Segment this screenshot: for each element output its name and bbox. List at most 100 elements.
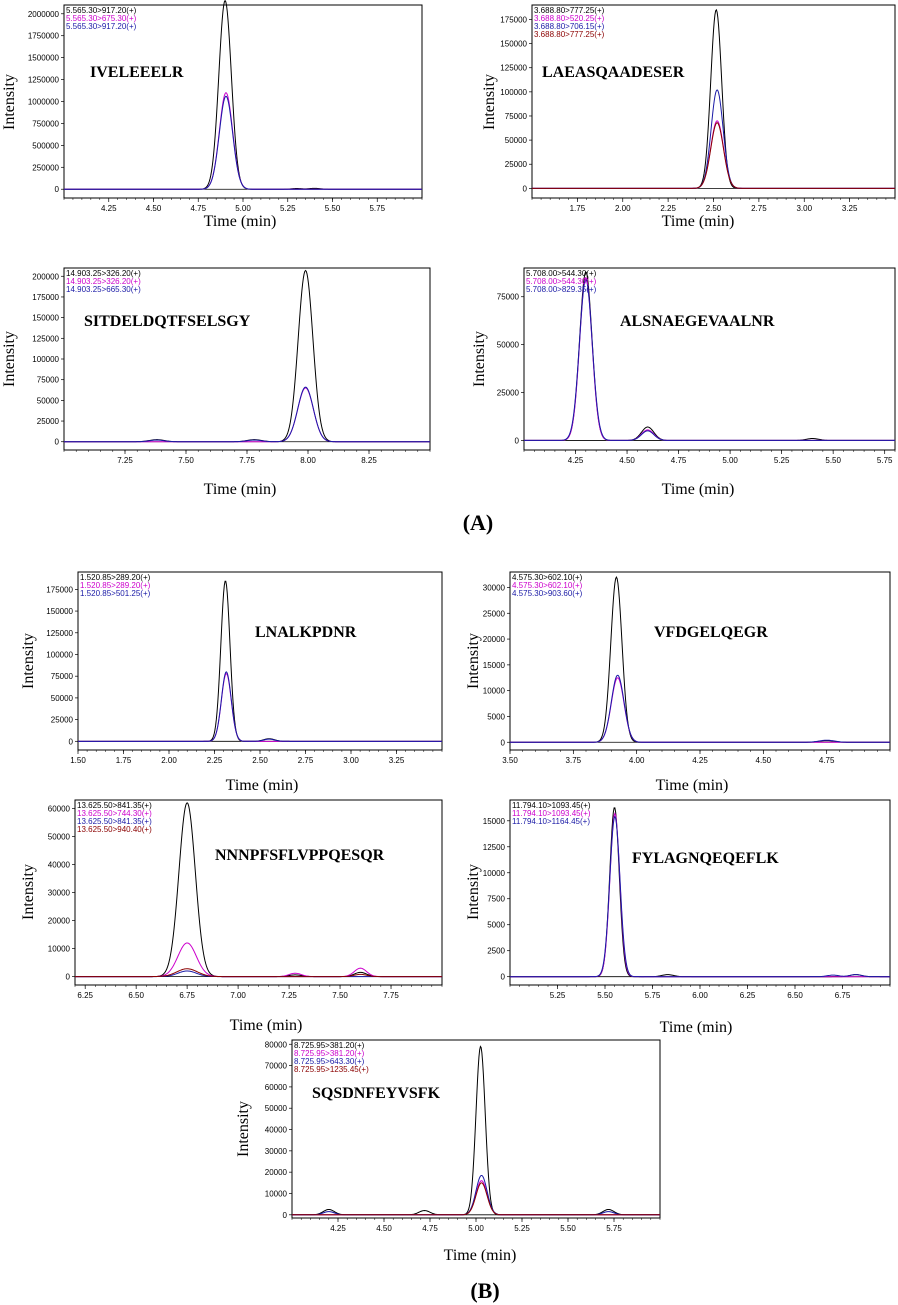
legend-entry: 13.625.50>841.35(+) [77, 817, 152, 826]
x-tick-label: 4.75 [190, 204, 206, 213]
y-tick-label: 60000 [48, 804, 71, 813]
series-line-3 [78, 671, 442, 742]
x-tick-label: 2.00 [615, 204, 631, 213]
y-axis-label: Intensity [20, 633, 37, 689]
plot-frame [523, 267, 896, 451]
legend-entry: 11.794.10>1093.45(+) [512, 809, 591, 818]
legend-entry: 5.708.00>544.30(+) [526, 269, 597, 278]
y-axis-label: Intensity [471, 331, 488, 387]
peptide-title: SITDELDQTFSELSGY [84, 313, 251, 330]
x-tick-label: 7.25 [117, 456, 133, 465]
plot-frame [509, 571, 891, 751]
legend-entry: 5.708.00>544.30(+) [526, 277, 597, 286]
legend-entry: 13.625.50>744.30(+) [77, 809, 152, 818]
y-axis-label: Intensity [235, 1101, 252, 1157]
peptide-title: FYLAGNQEQEFLK [632, 850, 779, 867]
y-axis-label: Intensity [465, 633, 482, 689]
y-tick-label: 50000 [37, 396, 60, 405]
peptide-title: IVELEEELR [90, 64, 184, 81]
x-tick-label: 4.75 [819, 756, 835, 765]
x-tick-label: 8.25 [361, 456, 377, 465]
y-tick-label: 12500 [483, 843, 506, 852]
plot-frame [509, 799, 891, 986]
x-tick-label: 4.00 [629, 756, 645, 765]
x-tick-label: 5.75 [369, 204, 385, 213]
peptide-title: VFDGELQEGR [654, 624, 768, 641]
peptide-title: NNNPFSFLVPPQESQR [215, 847, 385, 864]
x-tick-label: 7.00 [230, 991, 246, 1000]
chart-laeasqaadeser: 0 25000 50000 75000 100000 125000 150000 175000… [481, 4, 896, 230]
legend-entry: 13.625.50>841.35(+) [77, 801, 152, 810]
y-tick-label: 175000 [500, 15, 527, 24]
x-tick-label: 2.75 [298, 756, 314, 765]
x-tick-label: 3.25 [389, 756, 405, 765]
x-tick-label: 2.50 [706, 204, 722, 213]
y-tick-label: 1750000 [28, 32, 60, 41]
chart-vfdgelqegr: 0 5000 10000 15000 20000 25000 30000 3.50 3.75 4.… [465, 571, 891, 794]
y-tick-label: 1500000 [28, 54, 60, 63]
x-tick-label: 1.50 [70, 756, 86, 765]
legend-entry: 14.903.25>665.30(+) [66, 285, 141, 294]
y-tick-label: 500000 [32, 141, 59, 150]
y-tick-label: 125000 [500, 64, 527, 73]
peptide-title: LNALKPDNR [255, 624, 357, 641]
legend-entry: 13.625.50>940.40(+) [77, 825, 152, 834]
x-tick-label: 4.25 [568, 456, 584, 465]
y-tick-label: 150000 [46, 607, 73, 616]
y-tick-label: 50000 [51, 694, 74, 703]
y-tick-label: 50000 [505, 136, 528, 145]
panel-label-b: (B) [470, 1278, 499, 1303]
legend-entry: 8.725.95>643.30(+) [294, 1057, 365, 1066]
y-tick-label: 20000 [48, 917, 71, 926]
y-tick-label: 0 [55, 185, 60, 194]
chart-sqsdnfeyvsfk: 0 10000 20000 30000 40000 50000 60000 70000 8000… [235, 1039, 661, 1264]
x-tick-label: 3.00 [343, 756, 359, 765]
y-tick-label: 0 [66, 973, 71, 982]
plot-frame [63, 267, 431, 451]
legend-entry: 3.688.80>777.25(+) [534, 30, 605, 39]
x-axis-label: Time (min) [444, 1247, 517, 1264]
x-tick-label: 8.00 [300, 456, 316, 465]
y-tick-label: 0 [283, 1211, 288, 1220]
y-tick-label: 80000 [265, 1040, 288, 1049]
x-tick-label: 7.50 [178, 456, 194, 465]
series-line-4 [532, 122, 895, 189]
y-tick-label: 1250000 [28, 76, 60, 85]
x-tick-label: 2.25 [207, 756, 223, 765]
plot-frame [291, 1039, 661, 1219]
y-tick-label: 150000 [32, 314, 59, 323]
legend-entry: 8.725.95>381.20(+) [294, 1049, 365, 1058]
x-axis-label: Time (min) [204, 213, 277, 230]
y-tick-label: 5000 [487, 712, 505, 721]
chart-lnalkpdnr: 0 25000 50000 75000 100000 125000 150000 175000… [20, 571, 443, 794]
y-tick-label: 7500 [487, 895, 505, 904]
x-tick-label: 5.50 [560, 1224, 576, 1233]
series-line-4 [292, 1182, 660, 1216]
plot-frame [77, 571, 443, 751]
series-line-3 [524, 278, 895, 441]
x-tick-label: 4.50 [146, 204, 162, 213]
y-tick-label: 0 [501, 738, 506, 747]
x-tick-label: 6.75 [835, 991, 851, 1000]
y-tick-label: 200000 [32, 272, 59, 281]
y-tick-label: 750000 [32, 119, 59, 128]
y-axis-label: Intensity [481, 74, 498, 130]
x-tick-label: 5.75 [877, 456, 893, 465]
x-tick-label: 5.00 [468, 1224, 484, 1233]
y-tick-label: 10000 [483, 687, 506, 696]
y-tick-label: 75000 [37, 376, 60, 385]
y-tick-label: 40000 [265, 1126, 288, 1135]
x-tick-label: 3.25 [842, 204, 858, 213]
series-line-3 [64, 386, 430, 443]
x-tick-label: 5.25 [550, 991, 566, 1000]
y-tick-label: 15000 [483, 817, 506, 826]
x-tick-label: 3.00 [796, 204, 812, 213]
y-tick-label: 2000000 [28, 10, 60, 19]
chart-iveleeelr: 0 250000 500000 750000 1000000 1250000 1500000… [1, 0, 423, 230]
y-tick-label: 70000 [265, 1062, 288, 1071]
y-tick-label: 60000 [265, 1083, 288, 1092]
y-tick-label: 50000 [497, 341, 520, 350]
x-axis-label: Time (min) [204, 481, 277, 498]
legend-entry: 3.688.80>706.15(+) [534, 22, 605, 31]
